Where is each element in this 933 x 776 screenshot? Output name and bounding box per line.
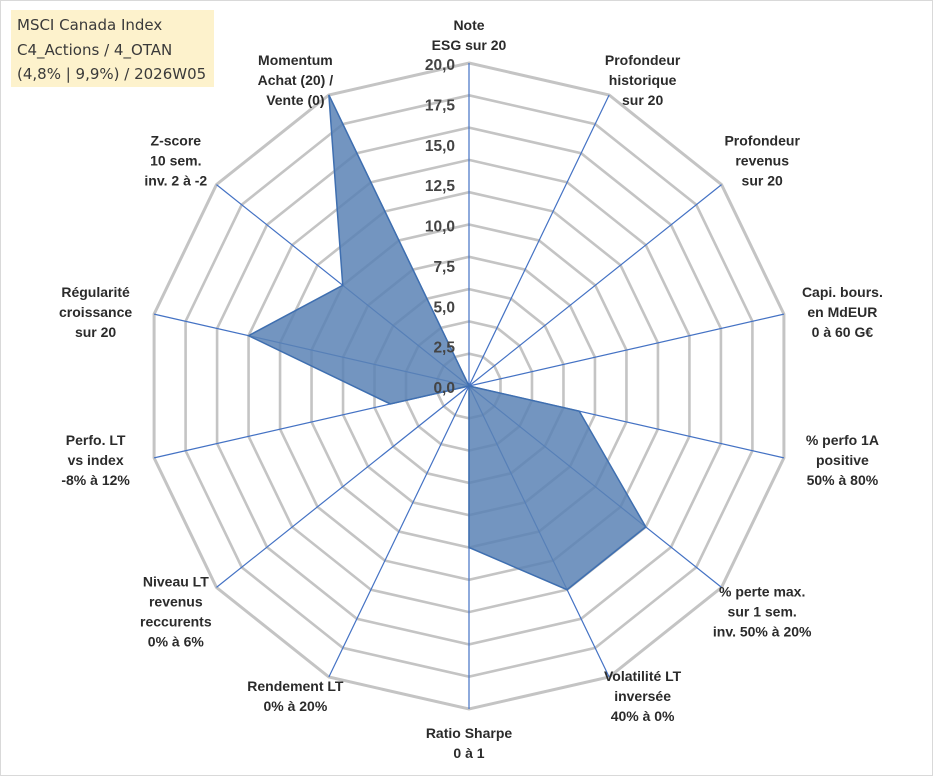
axis-label-line: Momentum [258, 52, 333, 68]
axis-label: Niveau LT revenus reccurents 0% à 6% [140, 574, 212, 650]
axis-label-line: Vente (0) [266, 92, 324, 108]
axis-label: Perfo. LT vs index -8% à 12% [61, 432, 130, 488]
axis-label: Capi. bours. en MdEUR 0 à 60 G€ [802, 284, 883, 340]
axis-label-line: 0 à 60 G€ [812, 324, 874, 340]
axis-label-line: en MdEUR [807, 304, 877, 320]
axis-label: Profondeur historique sur 20 [605, 52, 681, 108]
axis-label-line: Ratio Sharpe [426, 725, 513, 741]
axis-label-line: positive [816, 452, 869, 468]
axis-label-line: inv. 50% à 20% [713, 624, 812, 640]
axis-label-line: Perfo. LT [66, 432, 126, 448]
tick-label: 7,5 [433, 259, 455, 276]
index-title-box: MSCI Canada Index C4_Actions / 4_OTAN (4… [11, 10, 214, 87]
axis-label-line: Rendement LT [247, 678, 344, 694]
axis-label-line: Capi. bours. [802, 284, 883, 300]
axis-label-line: historique [609, 72, 677, 88]
axis-label-line: sur 20 [75, 324, 116, 340]
axis-label-line: Note [453, 17, 484, 33]
axis-label-line: inversée [614, 688, 671, 704]
tick-label: 12,5 [425, 178, 456, 195]
tick-label: 5,0 [433, 299, 455, 316]
axis-label-line: Niveau LT [143, 574, 209, 590]
axis-label: Momentum Achat (20) / Vente (0) [258, 52, 334, 108]
axis-label-line: croissance [59, 304, 132, 320]
axis-label-line: 0 à 1 [453, 745, 484, 761]
axis-label-line: 0% à 20% [263, 698, 327, 714]
axis-spoke [468, 94, 610, 387]
axis-label-line: Volatilité LT [604, 668, 682, 684]
axis-label: Régularité croissance sur 20 [59, 284, 132, 340]
axis-label-line: inv. 2 à -2 [144, 172, 207, 188]
tick-label: 15,0 [425, 138, 455, 155]
title-line-stats: (4,8% | 9,9%) / 2026W05 [17, 65, 207, 83]
axis-label-line: Profondeur [724, 132, 800, 148]
title-line-index: MSCI Canada Index [17, 16, 163, 34]
axis-label: Note ESG sur 20 [432, 17, 507, 53]
axis-label-line: % perte max. [719, 584, 805, 600]
tick-label: 17,5 [425, 97, 456, 114]
tick-label: 10,0 [425, 219, 455, 236]
axis-spoke [216, 385, 470, 588]
axis-label-line: 40% à 0% [611, 708, 675, 724]
axis-label: Rendement LT 0% à 20% [247, 678, 344, 714]
axis-label-line: Régularité [61, 284, 130, 300]
axis-label-line: sur 20 [742, 172, 783, 188]
axis-label: Profondeur revenus sur 20 [724, 132, 800, 188]
axis-label-line: -8% à 12% [61, 472, 130, 488]
tick-label: 2,5 [433, 340, 455, 357]
axis-label-line: revenus [735, 152, 789, 168]
axis-label-line: 10 sem. [150, 152, 201, 168]
radar-series [246, 94, 647, 591]
axis-label-line: revenus [149, 594, 203, 610]
axis-label-line: Profondeur [605, 52, 681, 68]
axis-label: Ratio Sharpe 0 à 1 [426, 725, 513, 761]
tick-label: 20,0 [425, 57, 455, 74]
tick-label: 0,0 [433, 380, 455, 397]
axis-label-line: reccurents [140, 614, 212, 630]
axis-label: Z-score 10 sem. inv. 2 à -2 [144, 132, 207, 188]
axis-label-line: vs index [68, 452, 124, 468]
axis-spoke [468, 313, 785, 387]
axis-label: Volatilité LT inversée 40% à 0% [604, 668, 682, 724]
title-line-category: C4_Actions / 4_OTAN [17, 40, 173, 59]
axis-label: % perfo 1A positive 50% à 80% [806, 432, 879, 488]
axis-label-line: 50% à 80% [807, 472, 879, 488]
axis-label-line: sur 20 [622, 92, 663, 108]
axis-label-line: % perfo 1A [806, 432, 879, 448]
axis-label-line: sur 1 sem. [728, 604, 797, 620]
radar-tick-labels: 0,0 2,5 5,0 7,5 10,0 12,5 15,0 17,5 20,0 [425, 57, 456, 397]
axis-label-line: 0% à 6% [148, 634, 205, 650]
axis-spoke [468, 184, 722, 387]
axis-label: % perte max. sur 1 sem. inv. 50% à 20% [713, 584, 812, 640]
radar-axis-labels: Note ESG sur 20 Profondeur historique sur 20… [59, 17, 883, 761]
axis-label-line: ESG sur 20 [432, 37, 507, 53]
axis-spoke [328, 385, 470, 678]
axis-label-line: Z-score [151, 132, 202, 148]
axis-label-line: Achat (20) / [258, 72, 334, 88]
